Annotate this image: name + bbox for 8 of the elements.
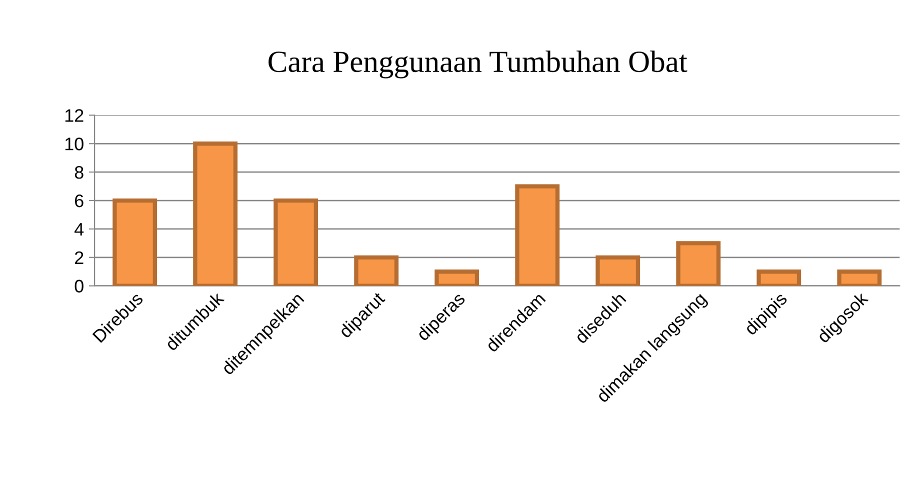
y-tick-label: 6 [75,194,84,208]
y-tick-label: 0 [74,280,84,293]
y-tick-label: 12 [65,109,84,122]
chart-title: Cara Penggunaan Tumbuhan Obat [268,50,688,78]
y-tick-label: 4 [74,223,84,236]
y-tick-label: 10 [65,138,84,150]
y-tick-label: 2 [75,251,84,264]
y-tick-label: 8 [74,166,84,179]
